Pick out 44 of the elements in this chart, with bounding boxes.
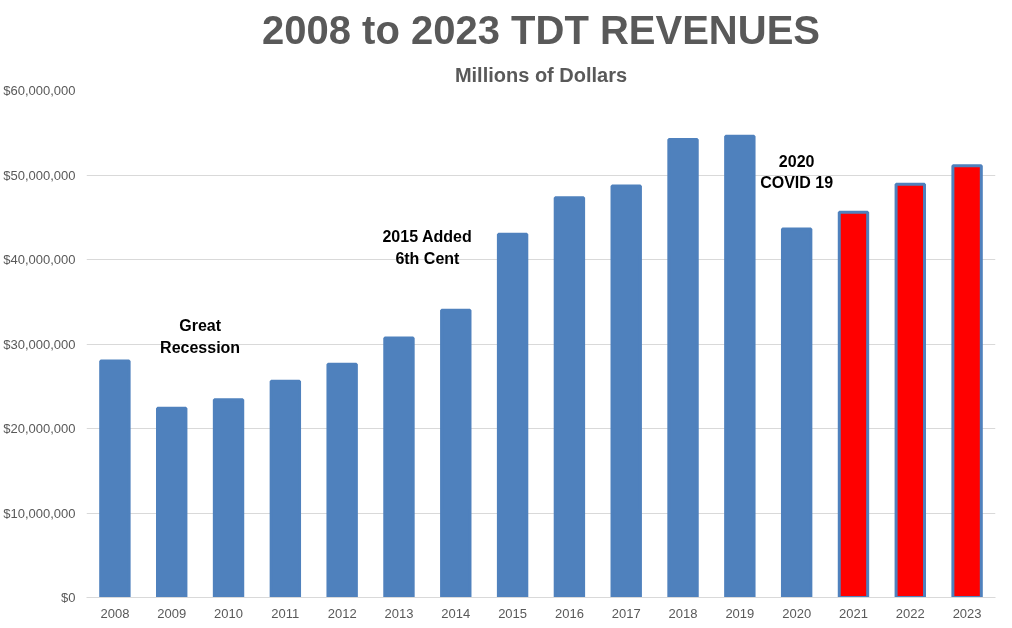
bar [156,406,188,598]
bar [326,362,358,598]
bar [269,379,302,598]
bar [553,196,586,598]
bar [610,184,642,598]
x-tick-label: 2012 [327,605,357,621]
bar [837,210,870,598]
x-tick-label: 2016 [554,605,584,621]
bar [440,308,472,598]
bar [212,398,245,598]
chart-subtitle: Millions of Dollars [454,63,628,86]
chart-title: 2008 to 2023 TDT REVENUES [262,7,821,52]
bar [780,227,813,598]
x-tick-label: 2021 [839,605,868,621]
y-tick-label: $60,000,000 [3,83,76,98]
annotation: 2015 Added 6th Cent [382,228,472,268]
y-tick-label: $10,000,000 [3,505,76,521]
y-tick-label: $0 [61,590,76,605]
x-tick-label: 2023 [952,605,982,621]
bar [667,138,699,598]
y-tick-label: $20,000,000 [3,421,76,436]
annotation: 2020 COVID 19 [760,152,834,192]
bar [383,336,415,598]
x-tick-label: 2019 [725,605,755,621]
y-tick-label: $30,000,000 [3,336,76,352]
x-tick-label: 2020 [782,605,812,621]
x-tick-label: 2008 [100,605,130,621]
bar [99,359,131,598]
x-tick-label: 2010 [214,605,243,621]
x-tick-label: 2013 [384,605,414,621]
x-tick-label: 2022 [895,605,925,621]
annotation: Great Recession [160,316,241,356]
y-tick-label: $50,000,000 [3,167,76,183]
x-tick-label: 2014 [441,605,471,621]
bar [724,134,756,598]
x-tick-label: 2009 [157,605,187,621]
bar [496,232,529,598]
x-tick-label: 2011 [271,605,300,621]
x-tick-label: 2018 [668,605,698,621]
bar [894,182,926,598]
y-tick-label: $40,000,000 [3,252,76,267]
x-tick-label: 2015 [498,605,528,621]
bar [951,164,983,598]
x-tick-label: 2017 [611,605,641,621]
